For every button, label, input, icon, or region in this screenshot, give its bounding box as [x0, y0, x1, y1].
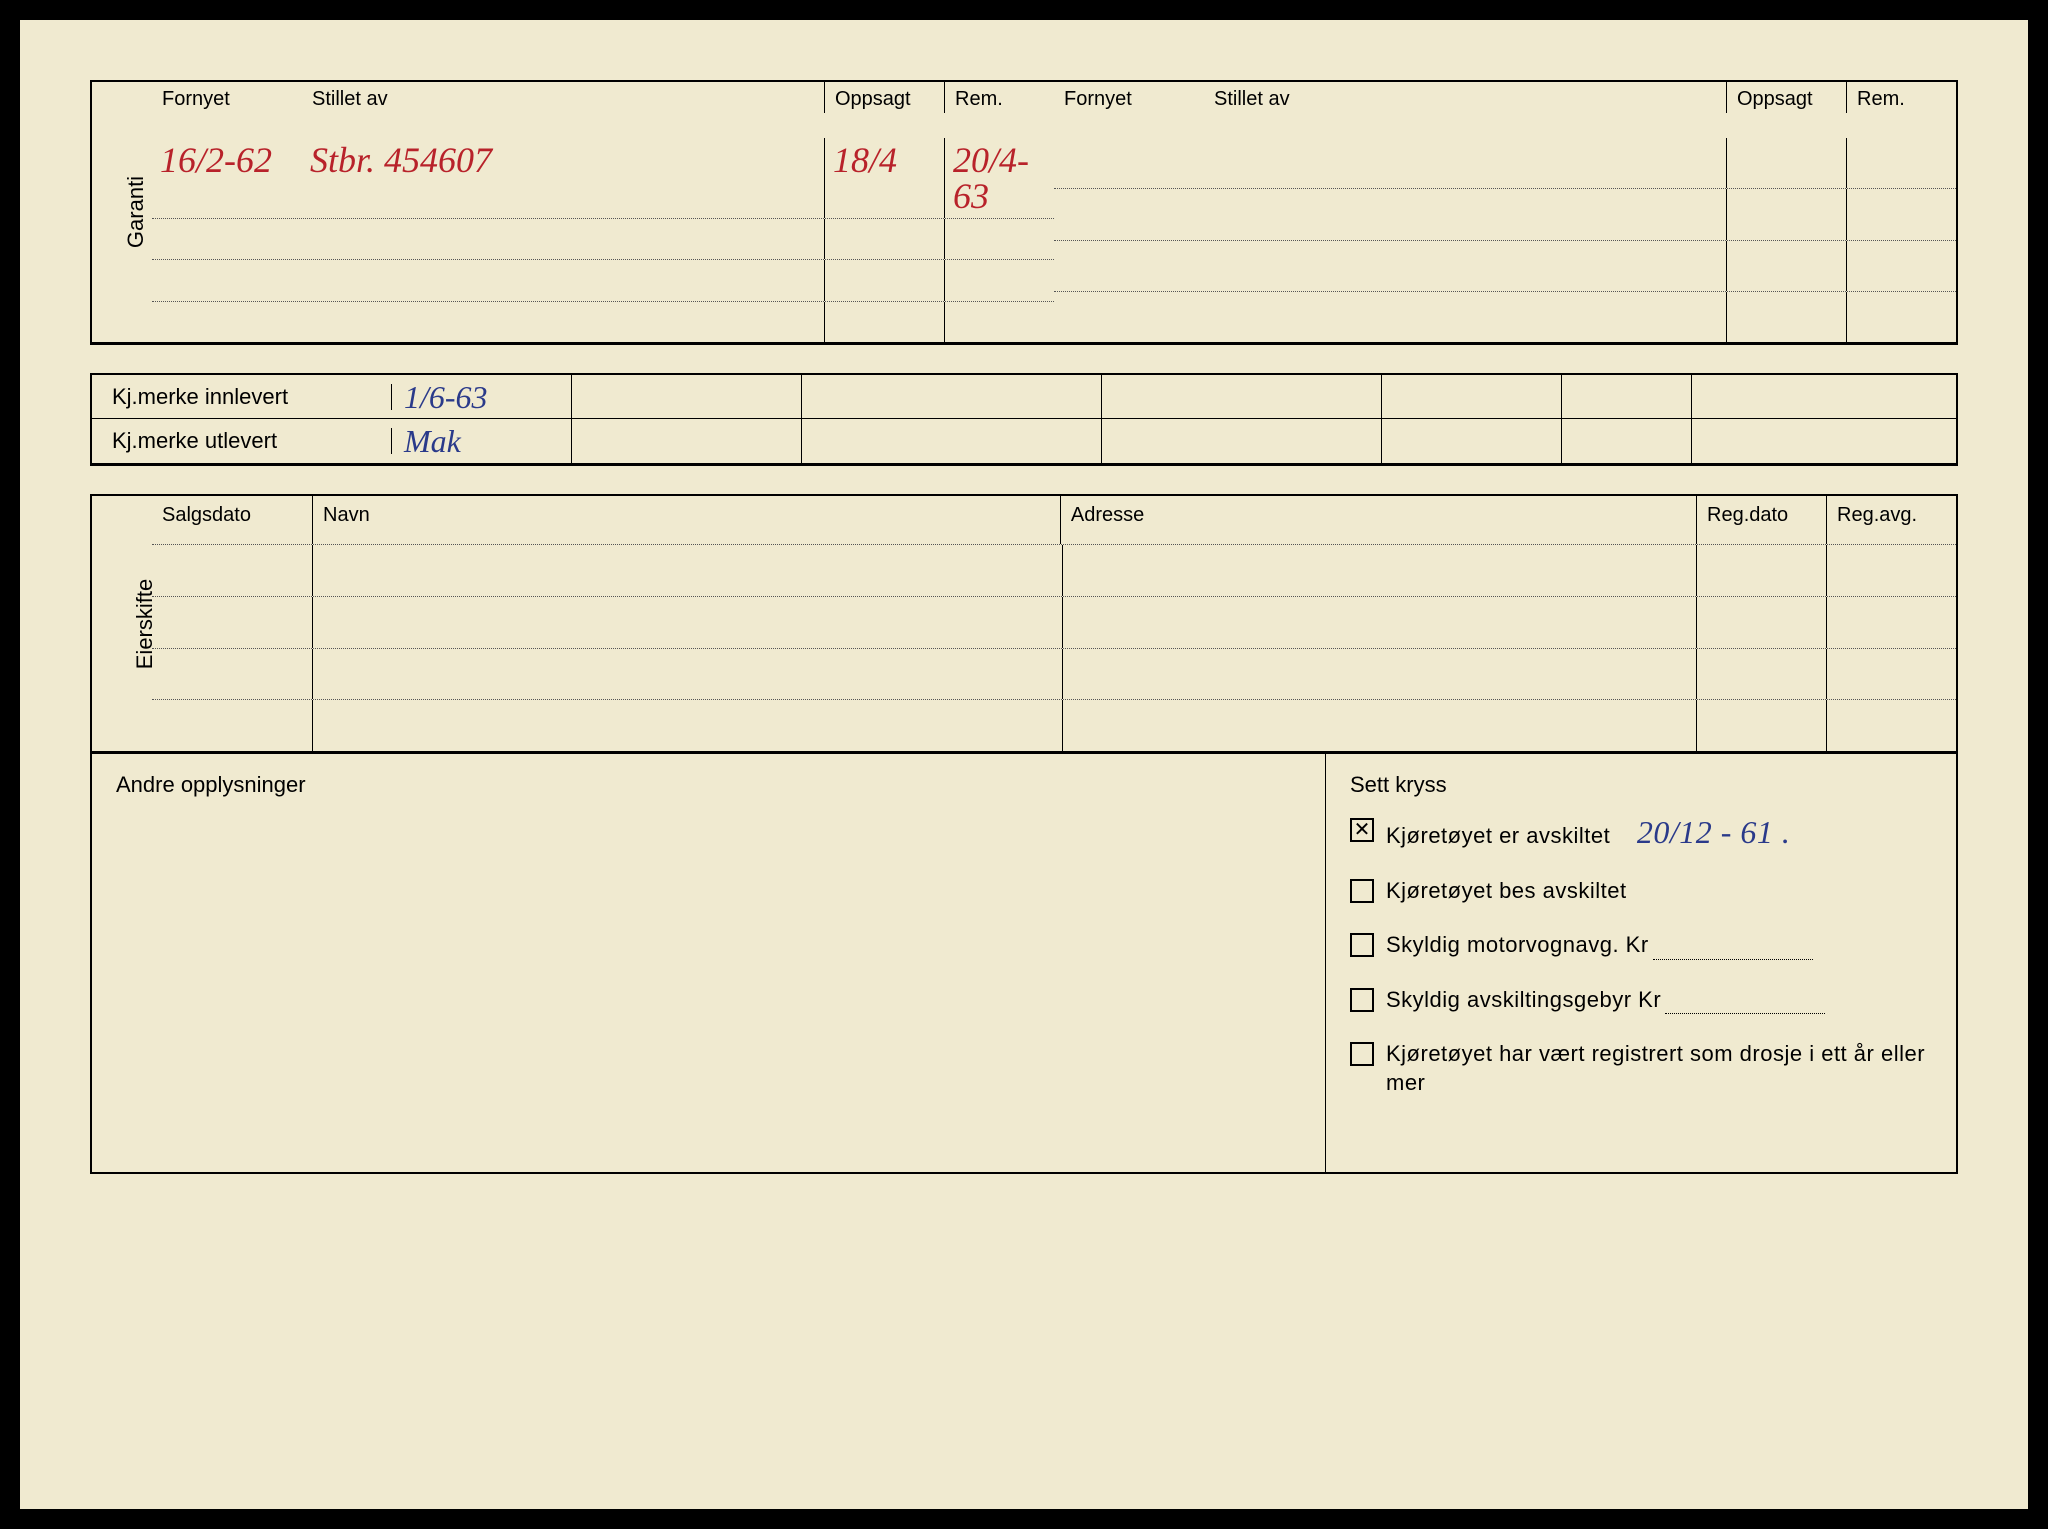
header-salgsdato: Salgsdato — [152, 496, 312, 544]
eierskifte-content: Salgsdato Navn Adresse Reg.dato Reg.avg. — [152, 496, 1956, 751]
checkbox-avskiltet[interactable]: ✕ — [1350, 818, 1374, 842]
cell-oppsagt: 18/4 — [824, 138, 944, 218]
garanti-row: 16/2-62 Stbr. 454607 18/4 20/4-63 — [152, 138, 1054, 218]
eierskifte-section: Eierskifte Salgsdato Navn Adresse Reg.da… — [90, 494, 1958, 754]
cell-fornyet: 16/2-62 — [152, 138, 302, 218]
kjmerke-utlevert-row: Kj.merke utlevert Mak — [92, 419, 1956, 463]
garanti-headers-right: Fornyet Stillet av Oppsagt Rem. — [1054, 82, 1956, 138]
kjmerke-innlevert-row: Kj.merke innlevert 1/6-63 — [92, 375, 1956, 419]
garanti-rows-left: 16/2-62 Stbr. 454607 18/4 20/4-63 — [152, 138, 1054, 342]
andre-label: Andre opplysninger — [116, 772, 306, 797]
header-oppsagt: Oppsagt — [824, 82, 944, 113]
garanti-row — [152, 301, 1054, 342]
header-fornyet: Fornyet — [152, 82, 302, 113]
eierskifte-headers: Salgsdato Navn Adresse Reg.dato Reg.avg. — [152, 496, 1956, 544]
eierskifte-label-col: Eierskifte — [92, 496, 152, 751]
check-avskiltet-row: ✕ Kjøretøyet er avskiltet 20/12 - 61 . — [1350, 816, 1932, 851]
header-regavg: Reg.avg. — [1826, 496, 1956, 544]
cell-rem: 20/4-63 — [944, 138, 1054, 218]
check-avskiltingsgebyr-label: Skyldig avskiltingsgebyr Kr — [1386, 986, 1932, 1015]
checkbox-avskiltingsgebyr[interactable] — [1350, 988, 1374, 1012]
avskiltet-date: 20/12 - 61 . — [1637, 816, 1791, 848]
andre-opplysninger: Andre opplysninger — [92, 754, 1326, 1172]
check-motorvognavg-label: Skyldig motorvognavg. Kr — [1386, 931, 1932, 960]
header-adresse: Adresse — [1060, 496, 1696, 544]
dotted-fill — [1665, 998, 1825, 1014]
header-stillet: Stillet av — [1204, 82, 1726, 113]
checkbox-motorvognavg[interactable] — [1350, 933, 1374, 957]
kjmerke-utlevert-value: Mak — [392, 419, 572, 463]
garanti-row — [1054, 240, 1956, 291]
header-stillet: Stillet av — [302, 82, 824, 113]
header-oppsagt: Oppsagt — [1726, 82, 1846, 113]
sett-kryss-title: Sett kryss — [1350, 772, 1932, 798]
garanti-row — [152, 259, 1054, 300]
kjmerke-utlevert-label: Kj.merke utlevert — [92, 428, 392, 454]
header-navn: Navn — [312, 496, 1060, 544]
header-rem: Rem. — [1846, 82, 1956, 113]
eierskifte-row — [152, 596, 1956, 648]
check-avskiltet-label: Kjøretøyet er avskiltet 20/12 - 61 . — [1386, 816, 1932, 851]
garanti-row — [1054, 291, 1956, 342]
check-bes-avskiltet-row: Kjøretøyet bes avskiltet — [1350, 877, 1932, 906]
eierskifte-row — [152, 648, 1956, 700]
checkbox-drosje[interactable] — [1350, 1042, 1374, 1066]
check-motorvognavg-row: Skyldig motorvognavg. Kr — [1350, 931, 1932, 960]
garanti-row — [152, 218, 1054, 259]
form-page: Garanti Fornyet Stillet av Oppsagt Rem. … — [20, 20, 2028, 1509]
header-regdato: Reg.dato — [1696, 496, 1826, 544]
check-drosje-label: Kjøretøyet har vært registrert som drosj… — [1386, 1040, 1932, 1097]
garanti-row — [1054, 188, 1956, 239]
kjmerke-innlevert-label: Kj.merke innlevert — [92, 384, 392, 410]
garanti-left: Fornyet Stillet av Oppsagt Rem. 16/2-62 … — [152, 82, 1054, 342]
checkbox-bes-avskiltet[interactable] — [1350, 879, 1374, 903]
check-avskiltingsgebyr-row: Skyldig avskiltingsgebyr Kr — [1350, 986, 1932, 1015]
garanti-section: Garanti Fornyet Stillet av Oppsagt Rem. … — [90, 80, 1958, 345]
kjmerke-innlevert-value: 1/6-63 — [392, 375, 572, 418]
garanti-rows-right — [1054, 138, 1956, 342]
garanti-headers-left: Fornyet Stillet av Oppsagt Rem. — [152, 82, 1054, 138]
header-fornyet: Fornyet — [1054, 82, 1204, 113]
check-drosje-row: Kjøretøyet har vært registrert som drosj… — [1350, 1040, 1932, 1097]
check-bes-avskiltet-label: Kjøretøyet bes avskiltet — [1386, 877, 1932, 906]
eierskifte-row — [152, 699, 1956, 751]
dotted-fill — [1653, 944, 1813, 960]
kjmerke-section: Kj.merke innlevert 1/6-63 Kj.merke utlev… — [90, 373, 1958, 466]
eierskifte-label: Eierskifte — [132, 578, 158, 668]
bottom-section: Andre opplysninger Sett kryss ✕ Kjøretøy… — [90, 754, 1958, 1174]
garanti-label-col: Garanti — [92, 82, 152, 342]
garanti-label: Garanti — [123, 176, 149, 248]
sett-kryss-panel: Sett kryss ✕ Kjøretøyet er avskiltet 20/… — [1326, 754, 1956, 1172]
eierskifte-row — [152, 544, 1956, 596]
garanti-right: Fornyet Stillet av Oppsagt Rem. — [1054, 82, 1956, 342]
header-rem: Rem. — [944, 82, 1054, 113]
garanti-row — [1054, 138, 1956, 188]
cell-stillet: Stbr. 454607 — [302, 138, 824, 218]
